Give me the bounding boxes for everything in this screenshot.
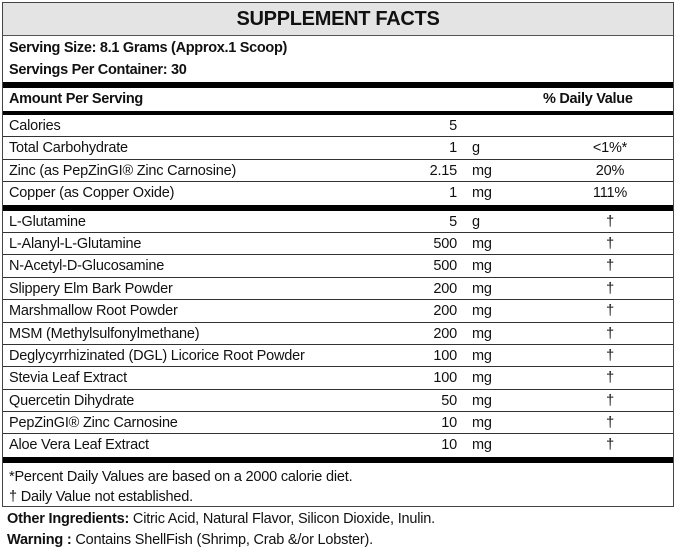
row-dv: † <box>606 347 614 364</box>
row-amount: 2.15 <box>429 162 458 179</box>
row-name: Copper (as Copper Oxide) <box>9 185 175 202</box>
row-amount: 50 <box>441 392 457 409</box>
ingredient-row: Marshmallow Root Powder 200 mg † <box>3 300 673 323</box>
daily-value-header: % Daily Value <box>543 91 633 107</box>
row-unit: mg <box>472 325 492 342</box>
row-dv: † <box>606 280 614 297</box>
row-unit: mg <box>472 162 492 179</box>
nutrient-row: Zinc (as PepZinGI® Zinc Carnosine) 2.15 mg… <box>3 160 673 183</box>
row-dv: † <box>606 415 614 432</box>
footnote-daily-values: *Percent Daily Values are based on a 200… <box>9 468 353 485</box>
row-name: Zinc (as PepZinGI® Zinc Carnosine) <box>9 162 237 179</box>
row-dv: † <box>606 258 614 275</box>
ingredient-row: Stevia Leaf Extract 100 mg † <box>3 367 673 390</box>
row-name: PepZinGI® Zinc Carnosine <box>9 415 178 432</box>
row-unit: mg <box>472 392 492 409</box>
warning-text: Contains ShellFish (Shrimp, Crab &/or Lo… <box>71 532 373 548</box>
row-unit: g <box>472 140 480 157</box>
supplement-facts-panel: SUPPLEMENT FACTS Serving Size: 8.1 Grams… <box>2 2 674 507</box>
row-dv: † <box>606 325 614 342</box>
row-amount: 500 <box>433 235 457 252</box>
panel-title: SUPPLEMENT FACTS <box>3 3 673 36</box>
row-name: Slippery Elm Bark Powder <box>9 280 173 297</box>
row-dv: † <box>606 303 614 320</box>
row-name: Stevia Leaf Extract <box>9 370 127 387</box>
nutrient-row: Total Carbohydrate 1 g <1%* <box>3 137 673 160</box>
row-amount: 100 <box>433 347 457 364</box>
other-ingredients-label: Other Ingredients: <box>7 511 130 527</box>
row-amount: 10 <box>441 437 457 454</box>
row-dv: † <box>606 370 614 387</box>
ingredient-row: N-Acetyl-D-Glucosamine 500 mg † <box>3 255 673 278</box>
row-amount: 10 <box>441 415 457 432</box>
row-unit: mg <box>472 437 492 454</box>
ingredient-row: Slippery Elm Bark Powder 200 mg † <box>3 278 673 301</box>
row-unit: mg <box>472 303 492 320</box>
row-unit: g <box>472 213 480 230</box>
row-name: L-Glutamine <box>9 213 86 230</box>
row-amount: 100 <box>433 370 457 387</box>
row-dv: † <box>606 437 614 454</box>
ingredient-list: L-Glutamine 5 g † L-Alanyl-L-Glutamine 500 mg †… <box>3 211 673 457</box>
row-amount: 5 <box>449 213 457 230</box>
divider-thick <box>3 204 673 211</box>
other-ingredients: Other Ingredients: Citric Acid, Natural … <box>7 511 435 527</box>
ingredient-row: Deglycyrrhizinated (DGL) Licorice Root P… <box>3 345 673 368</box>
column-header: Amount Per Serving % Daily Value <box>3 88 673 111</box>
row-unit: mg <box>472 415 492 432</box>
row-dv: † <box>606 235 614 252</box>
row-amount: 200 <box>433 303 457 320</box>
row-unit: mg <box>472 370 492 387</box>
ingredient-row: Quercetin Dihydrate 50 mg † <box>3 390 673 413</box>
row-name: N-Acetyl-D-Glucosamine <box>9 258 165 275</box>
row-name: MSM (Methylsulfonylmethane) <box>9 325 200 342</box>
row-dv: 20% <box>595 162 625 179</box>
row-unit: mg <box>472 258 492 275</box>
row-name: Calories <box>9 118 61 134</box>
row-dv: 111% <box>592 185 628 202</box>
row-amount: 5 <box>449 118 457 134</box>
warning-label: Warning : <box>7 532 72 548</box>
warning: Warning : Contains ShellFish (Shrimp, Cr… <box>7 532 373 548</box>
ingredient-row: PepZinGI® Zinc Carnosine 10 mg † <box>3 412 673 435</box>
nutrient-list: Calories 5 Total Carbohydrate 1 g <1%* Zinc (a… <box>3 115 673 205</box>
amount-per-serving-header: Amount Per Serving <box>9 91 143 107</box>
row-name: Quercetin Dihydrate <box>9 392 135 409</box>
other-ingredients-text: Citric Acid, Natural Flavor, Silicon Dio… <box>129 511 435 527</box>
row-unit: mg <box>472 185 492 202</box>
row-dv: <1%* <box>592 140 628 157</box>
row-dv: † <box>606 213 614 230</box>
row-name: Marshmallow Root Powder <box>9 303 178 320</box>
nutrient-row: Calories 5 <box>3 115 673 138</box>
row-dv: † <box>606 392 614 409</box>
ingredient-row: L-Alanyl-L-Glutamine 500 mg † <box>3 233 673 256</box>
row-unit: mg <box>472 347 492 364</box>
divider-thick <box>3 111 673 115</box>
ingredient-row: Aloe Vera Leaf Extract 10 mg † <box>3 434 673 456</box>
row-amount: 200 <box>433 325 457 342</box>
divider-thick <box>3 82 673 88</box>
nutrient-row: Copper (as Copper Oxide) 1 mg 111% <box>3 182 673 204</box>
row-amount: 200 <box>433 280 457 297</box>
row-amount: 1 <box>449 185 457 202</box>
serving-size: Serving Size: 8.1 Grams (Approx.1 Scoop) <box>9 40 288 56</box>
divider-thick <box>3 456 673 463</box>
row-name: Aloe Vera Leaf Extract <box>9 437 149 454</box>
servings-per-container: Servings Per Container: 30 <box>9 62 187 78</box>
row-name: L-Alanyl-L-Glutamine <box>9 235 142 252</box>
ingredient-row: MSM (Methylsulfonylmethane) 200 mg † <box>3 323 673 345</box>
row-unit: mg <box>472 235 492 252</box>
row-amount: 1 <box>449 140 457 157</box>
row-name: Deglycyrrhizinated (DGL) Licorice Root P… <box>9 347 305 364</box>
row-unit: mg <box>472 280 492 297</box>
row-amount: 500 <box>433 258 457 275</box>
ingredient-row: L-Glutamine 5 g † <box>3 211 673 233</box>
footnote-dagger: † Daily Value not established. <box>9 488 193 505</box>
row-name: Total Carbohydrate <box>9 140 128 157</box>
